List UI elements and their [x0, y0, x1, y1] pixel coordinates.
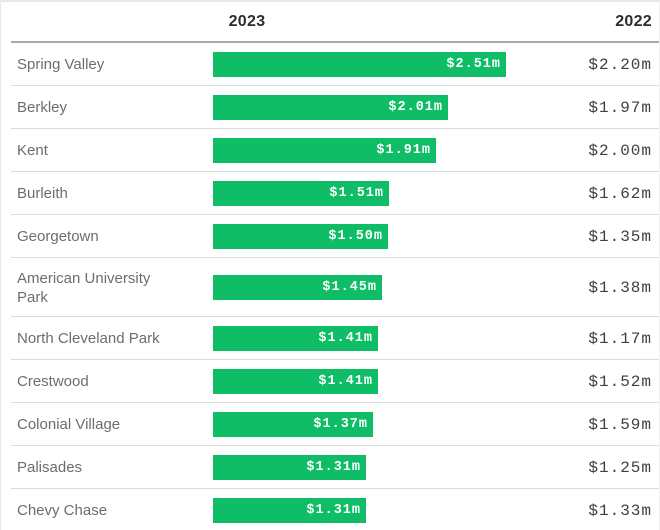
chart-row: Spring Valley $2.51m $2.20m [1, 43, 659, 86]
value-2022: $2.20m [588, 55, 652, 74]
bar-track: $1.31m [213, 455, 547, 480]
neighborhood-label: Georgetown [17, 228, 99, 245]
neighborhood-label: Crestwood [17, 373, 89, 390]
value-2022: $1.38m [588, 278, 652, 297]
neighborhood-label: Palisades [17, 459, 83, 476]
bar-value-label-2023: $1.45m [322, 280, 377, 295]
value-bar-2023: $1.31m [213, 498, 366, 523]
value-2022: $1.25m [588, 458, 652, 477]
value-2022: $1.97m [588, 98, 652, 117]
bar-value-label-2023: $1.31m [306, 460, 361, 475]
neighborhood-label-cell: Palisades [1, 458, 213, 477]
value-bar-2023: $1.91m [213, 138, 436, 163]
bar-track: $1.51m [213, 181, 547, 206]
column-header-2022: 2022 [615, 13, 652, 30]
chart-row: Palisades $1.31m $1.25m [1, 446, 659, 489]
value-2022: $1.17m [588, 329, 652, 348]
column-header-2023: 2023 [228, 13, 266, 30]
value-2022: $1.59m [588, 415, 652, 434]
chart-header: 2023 2022 [1, 2, 659, 43]
neighborhood-label-cell: Georgetown [1, 227, 213, 246]
value-bar-2023: $1.31m [213, 455, 366, 480]
neighborhood-label: Colonial Village [17, 416, 121, 433]
value-bar-2023: $1.41m [213, 326, 378, 351]
chart-row: Georgetown $1.50m $1.35m [1, 215, 659, 258]
chart-row: American University Park $1.45m $1.38m [1, 258, 659, 317]
bar-value-label-2023: $1.41m [318, 331, 373, 346]
neighborhood-label-cell: Berkley [1, 98, 213, 117]
bar-track: $1.45m [213, 275, 547, 300]
bar-value-label-2023: $1.31m [306, 503, 361, 518]
neighborhood-label-cell: American University Park [1, 269, 213, 307]
value-bar-2023: $1.45m [213, 275, 382, 300]
value-2022: $1.33m [588, 501, 652, 520]
value-2022: $1.62m [588, 184, 652, 203]
value-bar-2023: $1.41m [213, 369, 378, 394]
bar-value-label-2023: $1.91m [376, 143, 431, 158]
bar-value-label-2023: $2.01m [388, 100, 443, 115]
neighborhood-label-cell: Chevy Chase [1, 501, 213, 520]
value-bar-2023: $1.37m [213, 412, 373, 437]
neighborhood-label: Spring Valley [17, 56, 105, 73]
neighborhood-label: Burleith [17, 185, 68, 202]
chart-rows: Spring Valley $2.51m $2.20m Berkley $2.0… [1, 43, 659, 530]
neighborhood-label: Berkley [17, 99, 68, 116]
neighborhood-label-cell: Spring Valley [1, 55, 213, 74]
neighborhood-label: American University Park [17, 269, 151, 306]
neighborhood-label-cell: Burleith [1, 184, 213, 203]
bar-track: $1.91m [213, 138, 547, 163]
bar-track: $1.41m [213, 369, 547, 394]
neighborhood-label: North Cleveland Park [17, 330, 160, 347]
bar-value-label-2023: $2.51m [446, 57, 501, 72]
value-bar-2023: $2.51m [213, 52, 506, 77]
bar-value-label-2023: $1.50m [328, 229, 383, 244]
chart-row: Colonial Village $1.37m $1.59m [1, 403, 659, 446]
neighborhood-label-cell: Kent [1, 141, 213, 160]
value-bar-2023: $2.01m [213, 95, 448, 120]
neighborhood-label-cell: Colonial Village [1, 415, 213, 434]
bar-track: $1.37m [213, 412, 547, 437]
bar-track: $1.50m [213, 224, 547, 249]
bar-track: $1.41m [213, 326, 547, 351]
bar-value-label-2023: $1.37m [313, 417, 368, 432]
bar-track: $1.31m [213, 498, 547, 523]
neighborhood-label-cell: Crestwood [1, 372, 213, 391]
chart-row: Chevy Chase $1.31m $1.33m [1, 489, 659, 530]
chart-row: Berkley $2.01m $1.97m [1, 86, 659, 129]
bar-value-label-2023: $1.41m [318, 374, 373, 389]
chart-row: North Cleveland Park $1.41m $1.17m [1, 317, 659, 360]
value-2022: $2.00m [588, 141, 652, 160]
bar-value-label-2023: $1.51m [329, 186, 384, 201]
chart-row: Crestwood $1.41m $1.52m [1, 360, 659, 403]
chart-row: Kent $1.91m $2.00m [1, 129, 659, 172]
neighborhood-label: Chevy Chase [17, 502, 108, 519]
value-bar-2023: $1.50m [213, 224, 388, 249]
value-2022: $1.52m [588, 372, 652, 391]
value-bar-2023: $1.51m [213, 181, 389, 206]
chart-row: Burleith $1.51m $1.62m [1, 172, 659, 215]
neighborhood-label-cell: North Cleveland Park [1, 329, 213, 348]
bar-track: $2.51m [213, 52, 547, 77]
bar-track: $2.01m [213, 95, 547, 120]
value-2022: $1.35m [588, 227, 652, 246]
neighborhood-label: Kent [17, 142, 48, 159]
